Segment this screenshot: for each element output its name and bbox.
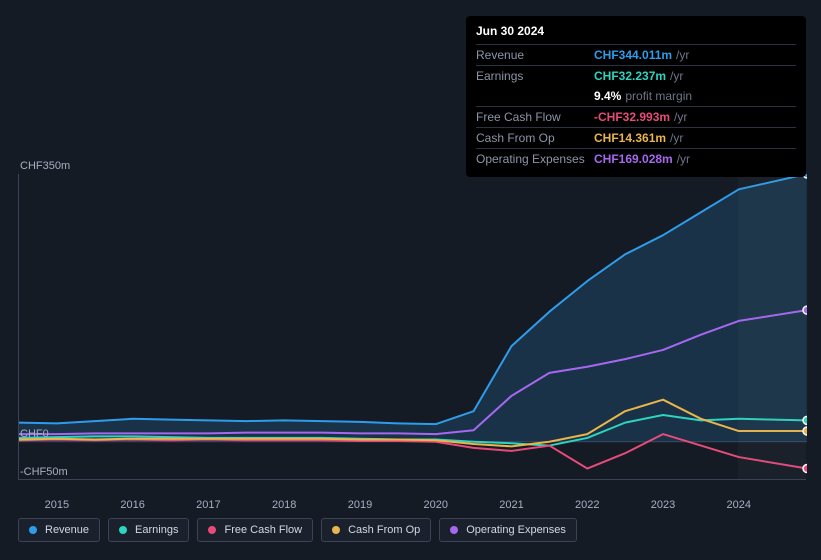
legend-dot-icon (29, 526, 37, 534)
plot-area: 2015201620172018201920202021202220232024 (18, 174, 806, 480)
x-axis-label: 2022 (575, 499, 599, 511)
legend-label: Free Cash Flow (224, 524, 302, 536)
legend-dot-icon (332, 526, 340, 534)
tooltip-value: CHF14.361m (594, 131, 666, 145)
x-axis-label: 2017 (196, 499, 220, 511)
tooltip-label: Earnings (476, 69, 594, 83)
y-axis-label: CHF350m (20, 160, 70, 172)
tooltip-label: Free Cash Flow (476, 110, 594, 124)
y-axis-label: -CHF50m (20, 466, 68, 478)
tooltip-row: Free Cash Flow-CHF32.993m/yr (476, 106, 796, 127)
tooltip-row: Operating ExpensesCHF169.028m/yr (476, 148, 796, 169)
legend-dot-icon (119, 526, 127, 534)
financials-chart[interactable]: 2015201620172018201920202021202220232024… (18, 158, 806, 480)
x-axis-label: 2019 (348, 499, 372, 511)
tooltip-pct: 9.4% (594, 89, 621, 103)
x-axis-label: 2020 (423, 499, 447, 511)
tooltip-row: Cash From OpCHF14.361m/yr (476, 127, 796, 148)
legend-item-revenue[interactable]: Revenue (18, 518, 100, 542)
legend-item-earnings[interactable]: Earnings (108, 518, 189, 542)
tooltip-value: CHF344.011m (594, 48, 672, 62)
tooltip-label: Revenue (476, 48, 594, 62)
legend-item-fcf[interactable]: Free Cash Flow (197, 518, 313, 542)
tooltip-row: RevenueCHF344.011m/yr (476, 44, 796, 65)
legend-label: Cash From Op (348, 524, 420, 536)
tooltip-unit: /yr (670, 69, 683, 83)
tooltip-row: 9.4% profit margin (476, 86, 796, 106)
chart-tooltip: Jun 30 2024 RevenueCHF344.011m/yrEarning… (466, 16, 806, 177)
legend-label: Revenue (45, 524, 89, 536)
x-axis-label: 2024 (727, 499, 751, 511)
tooltip-sublabel: profit margin (625, 89, 692, 103)
tooltip-value: -CHF32.993m (594, 110, 670, 124)
legend-item-cfo[interactable]: Cash From Op (321, 518, 431, 542)
chart-legend: Revenue Earnings Free Cash Flow Cash From O… (18, 518, 577, 542)
x-axis-label: 2018 (272, 499, 296, 511)
legend-label: Earnings (135, 524, 178, 536)
tooltip-unit: /yr (674, 110, 687, 124)
tooltip-value: CHF32.237m (594, 69, 666, 83)
tooltip-date: Jun 30 2024 (476, 24, 796, 44)
tooltip-value: CHF169.028m (594, 152, 673, 166)
legend-dot-icon (450, 526, 458, 534)
x-axis-label: 2015 (45, 499, 69, 511)
tooltip-row: EarningsCHF32.237m/yr (476, 65, 796, 86)
x-axis-label: 2016 (120, 499, 144, 511)
tooltip-label: Operating Expenses (476, 152, 594, 166)
legend-label: Operating Expenses (466, 524, 566, 536)
tooltip-unit: /yr (677, 152, 690, 166)
tooltip-label: Cash From Op (476, 131, 594, 145)
y-axis-label: CHF0 (20, 428, 49, 440)
lines-svg (19, 174, 807, 480)
legend-dot-icon (208, 526, 216, 534)
x-axis-label: 2023 (651, 499, 675, 511)
tooltip-unit: /yr (676, 48, 689, 62)
tooltip-unit: /yr (670, 131, 683, 145)
x-axis-label: 2021 (499, 499, 523, 511)
future-region-shade (738, 174, 806, 479)
legend-item-opex[interactable]: Operating Expenses (439, 518, 577, 542)
